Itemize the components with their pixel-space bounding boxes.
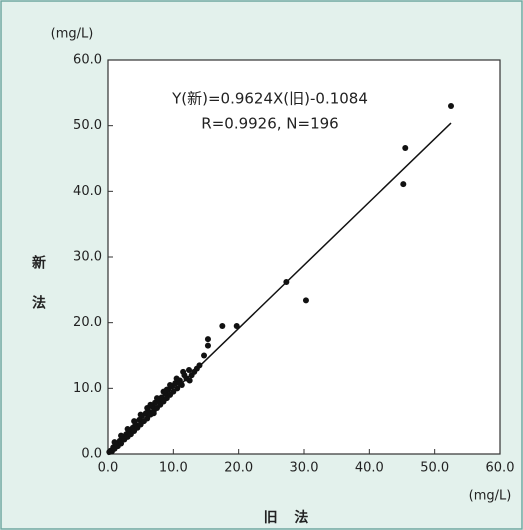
point	[118, 432, 125, 439]
point	[167, 382, 174, 389]
point	[448, 102, 454, 109]
point	[186, 377, 193, 384]
point	[196, 362, 203, 369]
point	[204, 342, 211, 349]
x-tick-label: 60.0	[486, 461, 515, 476]
x-label: 旧 法	[264, 509, 309, 526]
y-tick-label: 30.0	[73, 250, 102, 265]
point	[124, 426, 131, 433]
point	[174, 385, 181, 392]
point	[131, 418, 138, 425]
y-tick-label: 60.0	[73, 53, 102, 68]
point	[137, 411, 144, 418]
point	[154, 395, 160, 402]
annotation: Y(新)=0.9624X(旧)-0.1084	[171, 90, 368, 108]
x-tick-label: 40.0	[355, 461, 384, 476]
point	[163, 386, 170, 393]
point	[201, 352, 208, 359]
x-tick-label: 30.0	[290, 461, 319, 476]
point	[400, 181, 407, 188]
point	[111, 439, 118, 446]
annotation: R=0.9926, N=196	[201, 115, 338, 133]
point	[172, 380, 179, 387]
point	[173, 375, 180, 382]
y-tick-label: 40.0	[73, 184, 102, 199]
y-tick-label: 50.0	[73, 118, 102, 133]
point	[204, 336, 211, 343]
x-tick-label: 50.0	[420, 461, 449, 476]
y-tick-label: 10.0	[73, 381, 102, 396]
point	[118, 440, 125, 447]
x-tick-label: 0.0	[98, 461, 119, 476]
y-label: 新法	[30, 254, 46, 335]
x-tick-label: 20.0	[224, 461, 253, 476]
x-tick-label: 10.0	[159, 461, 188, 476]
point	[144, 415, 151, 422]
x-unit: (mg/L)	[469, 489, 512, 504]
point	[219, 322, 226, 329]
point	[233, 322, 240, 329]
point	[402, 144, 409, 151]
y-tick-label: 20.0	[73, 315, 102, 330]
point	[180, 368, 187, 375]
point	[283, 278, 290, 285]
point	[302, 297, 309, 304]
point	[150, 410, 157, 417]
point	[186, 366, 193, 373]
point	[170, 388, 177, 395]
point	[176, 380, 183, 387]
y-tick-label: 0.0	[81, 447, 102, 462]
point	[147, 401, 154, 408]
y-unit: (mg/L)	[51, 27, 94, 42]
